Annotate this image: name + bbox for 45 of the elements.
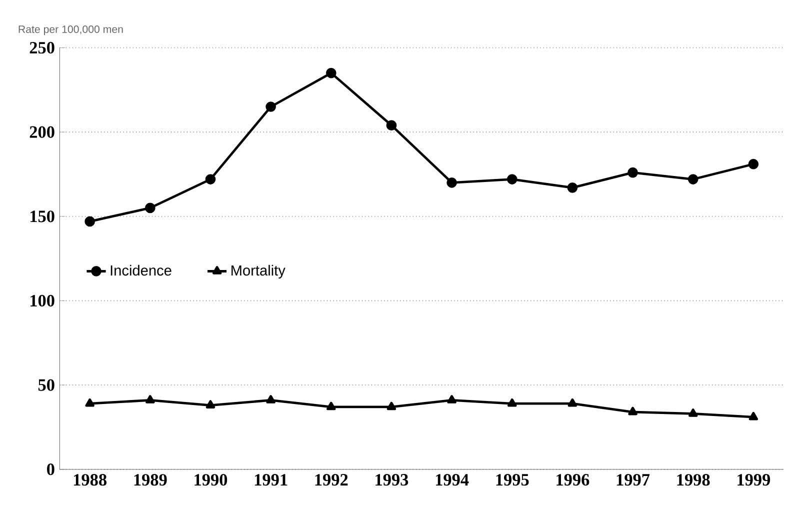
point [386, 120, 397, 130]
point [386, 402, 396, 410]
x-tick-label: 1998 [677, 474, 710, 486]
y-tick-label: 0 [47, 463, 54, 476]
x-tick-label: 1990 [194, 474, 228, 486]
point [628, 406, 638, 416]
y-tick-label: 50 [38, 379, 54, 391]
point [266, 102, 276, 112]
x-tick-label: 1996 [556, 474, 590, 486]
x-tick-label: 1995 [496, 474, 529, 486]
point [144, 202, 156, 214]
point [567, 182, 578, 193]
point [146, 394, 155, 404]
point [206, 400, 216, 408]
point [446, 177, 457, 188]
point [326, 402, 336, 410]
point [266, 394, 276, 404]
point [688, 408, 698, 417]
x-tick-label: 1989 [134, 474, 167, 486]
point [748, 158, 759, 170]
point [568, 398, 578, 407]
point [85, 398, 94, 407]
x-tick-label: 1993 [376, 474, 408, 486]
x-tick-label: 1992 [315, 474, 348, 486]
x-tick-label: 1999 [738, 474, 770, 486]
y-tick-label: 200 [30, 126, 54, 138]
point [688, 174, 698, 184]
y-tick-label: 250 [30, 42, 54, 54]
point [447, 394, 456, 404]
legend-label: Incidence [110, 264, 172, 276]
point [628, 167, 638, 178]
x-tick-label: 1994 [436, 474, 469, 486]
point [748, 412, 758, 420]
point [507, 398, 517, 407]
y-tick-label: 150 [30, 210, 54, 222]
y-axis-title: Rate per 100,000 men [18, 25, 123, 36]
point [205, 174, 216, 184]
legend-label: Mortality [232, 264, 286, 278]
x-tick-label: 1988 [74, 474, 106, 486]
point [506, 174, 518, 184]
point [326, 68, 336, 78]
y-tick-label: 100 [30, 294, 54, 306]
x-tick-label: 1997 [616, 474, 650, 486]
x-tick-label: 1991 [254, 474, 288, 486]
point [84, 216, 96, 227]
